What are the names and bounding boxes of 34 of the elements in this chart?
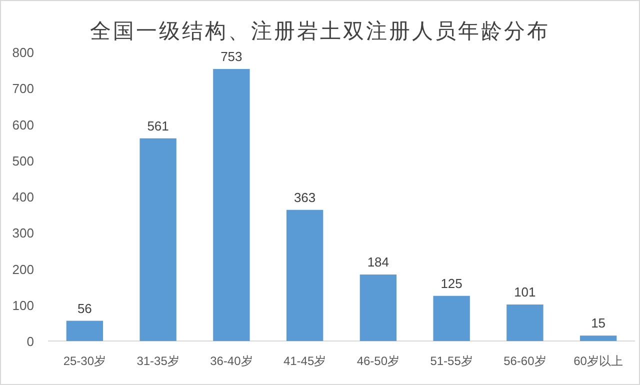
bar	[286, 210, 324, 341]
data-label: 125	[440, 276, 462, 291]
bar	[66, 320, 104, 341]
y-tick-label: 100	[12, 298, 34, 313]
x-tick-label: 36-40岁	[210, 354, 253, 368]
x-tick-label: 51-55岁	[430, 354, 473, 368]
x-tick-label: 46-50岁	[356, 354, 400, 368]
data-label: 363	[294, 190, 316, 205]
bar	[506, 304, 544, 341]
y-tick-label: 200	[12, 262, 34, 277]
data-label: 56	[77, 300, 92, 316]
x-tick-label: 60岁以上	[574, 354, 623, 368]
x-tick-label: 56-60岁	[504, 354, 546, 368]
data-label: 15	[591, 316, 606, 331]
y-tick-label: 400	[12, 190, 34, 204]
data-label: 561	[147, 118, 169, 134]
y-tick-label: 500	[12, 153, 34, 168]
x-tick-label: 25-30岁	[63, 354, 106, 368]
bar	[433, 296, 470, 341]
y-tick-label: 300	[12, 226, 34, 241]
x-tick-label: 41-45岁	[283, 354, 326, 368]
data-label: 753	[220, 48, 242, 64]
data-label: 184	[367, 254, 390, 270]
bar	[360, 274, 397, 341]
chart-title: 全国一级结构、注册岩土双注册人员年龄分布	[90, 19, 550, 43]
data-label: 101	[514, 284, 536, 300]
bar	[140, 138, 176, 341]
y-tick-label: 600	[12, 117, 34, 132]
x-tick-label: 31-35岁	[136, 354, 180, 368]
y-tick-label: 0	[26, 334, 34, 349]
y-tick-label: 700	[12, 81, 34, 96]
bar	[580, 336, 617, 341]
bar	[213, 68, 250, 341]
y-tick-label: 800	[12, 45, 34, 60]
